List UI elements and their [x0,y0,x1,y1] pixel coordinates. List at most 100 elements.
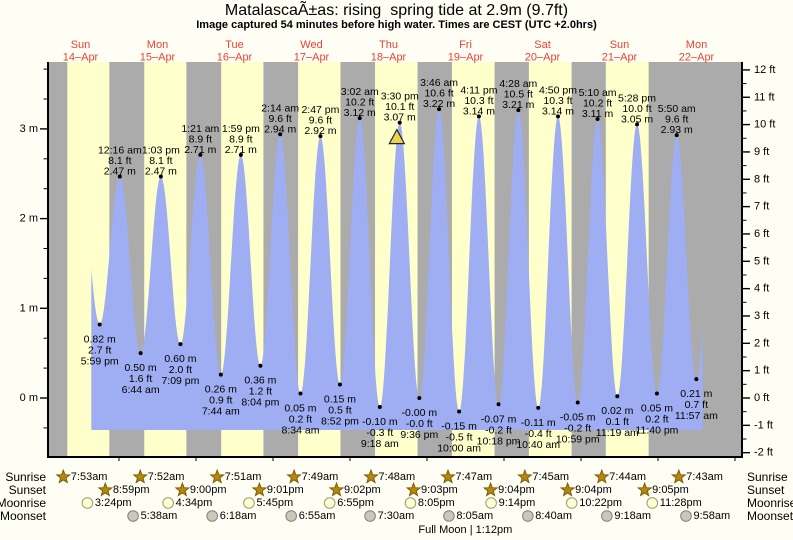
moonset-icon [206,510,219,522]
moonset-icon [680,510,692,522]
tide-extreme-dot [357,116,362,121]
right-axis-tick-label: 8 ft [754,173,769,185]
almanac-row-label-left: Moonset [0,509,47,523]
high-tide-feet: 8.1 ft [149,155,172,167]
almanac-row-label-right: Sunrise [747,470,788,484]
low-tide-feet: 1.2 ft [249,386,272,398]
high-tide-meters: 3.07 m [384,112,416,124]
high-tide-feet: 8.1 ft [108,155,131,167]
low-tide-feet: 2.7 ft [88,344,111,356]
low-tide-feet: 0.5 ft [328,405,351,417]
high-tide-feet: 10.2 ft [345,97,374,109]
tide-extreme-dot [377,404,382,409]
high-tide-time: 2:14 am [261,102,299,114]
current-time-marker [388,128,406,145]
sunrise-icon [209,468,226,484]
moonrise-time: 5:45pm [256,497,293,509]
right-axis-tick-label: 7 ft [754,201,769,213]
high-tide-time: 1:59 pm [222,123,260,135]
moonset-icon [364,510,376,522]
low-tide-time: 10:40 am [516,439,560,451]
right-axis-tick-label: 12 ft [754,64,775,76]
left-axis-tick-label: 3 m [20,123,38,135]
high-tide-feet: 9.6 ft [268,113,291,125]
high-tide-feet: 10.6 ft [424,88,453,100]
high-tide-meters: 2.71 m [184,144,216,156]
tide-extreme-dot [674,133,679,138]
sunrise-time: 7:52am [148,471,185,483]
high-tide-time: 5:28 pm [618,92,656,104]
tide-extreme-dot [615,394,620,399]
left-axis-tick-label: 2 m [20,213,38,225]
low-tide-time: 8:04 pm [241,397,279,409]
tide-extreme-dot [97,322,102,327]
sunrise-icon [286,468,302,484]
tide-extreme-dot [437,107,442,112]
high-tide-feet: 10.3 ft [543,95,572,107]
right-axis-tick-label: 5 ft [754,255,769,267]
low-tide-time: 10:59 pm [556,433,600,445]
tide-curve-area [91,109,703,430]
moonrise-time: 8:05pm [418,497,455,509]
tide-extreme-dot [536,405,541,410]
low-tide-time: 8:34 am [282,425,320,437]
high-tide-time: 4:28 am [499,78,537,90]
day-date-label: 15–Apr [140,52,176,64]
day-name-label: Sun [71,39,91,51]
tide-extreme-dot [117,174,122,179]
low-tide-meters: 0.05 m [284,403,316,415]
sunrise-icon [132,468,149,484]
sunset-icon [636,481,653,497]
high-tide-feet: 10.1 ft [385,101,414,113]
high-tide-feet: 10.2 ft [583,98,612,110]
sunrise-time: 7:53am [71,471,108,483]
high-tide-meters: 3.11 m [582,108,614,120]
almanac-row-label-right: Moonset [747,509,793,523]
tide-extreme-dot [694,377,699,382]
tide-extreme-dot [417,396,422,400]
left-axis-tick-label: 1 m [20,302,38,314]
sunrise-time: 7:45am [532,471,569,483]
right-axis-tick-label: 9 ft [754,146,769,158]
sunset-time: 9:01pm [267,484,304,496]
sunset-icon [405,481,422,497]
low-tide-meters: 0.15 m [324,394,356,406]
chart-title: MatalascaÃ±as: rising spring tide at 2.9… [224,2,569,19]
sunrise-time: 7:44am [609,471,646,483]
sunset-time: 9:00pm [190,484,227,496]
low-tide-feet: 0.2 ft [645,414,668,426]
tide-extreme-dot [318,134,323,139]
low-tide-meters: 0.36 m [244,375,276,387]
day-name-label: Fri [459,39,472,51]
low-tide-meters: -0.15 m [441,420,477,432]
high-tide-meters: 2.47 m [104,165,136,177]
low-tide-feet: -0.2 ft [564,422,591,434]
almanac-row-label-right: Moonrise [747,496,793,510]
tide-extreme-dot [238,152,243,157]
high-tide-time: 1:03 pm [142,144,180,156]
low-tide-time: 9:36 pm [400,429,438,441]
sunrise-time: 7:47am [455,471,492,483]
high-tide-meters: 2.93 m [661,124,693,136]
right-axis-tick-label: -2 ft [754,447,773,459]
high-tide-feet: 8.9 ft [189,133,212,145]
moonrise-time: 4:34pm [176,497,213,509]
left-axis-tick-label: 0 m [20,392,38,404]
high-tide-time: 3:02 am [341,86,379,98]
moonset-icon [285,510,297,522]
moonset-time: 9:18am [614,510,651,522]
almanac-row-label-left: Moonrise [0,496,46,510]
tide-extreme-dot [178,342,183,347]
right-axis-tick-label: 3 ft [754,310,769,322]
low-tide-meters: 0.60 m [164,353,196,365]
moonset-icon [443,510,455,522]
low-tide-meters: 0.05 m [641,403,673,415]
low-tide-feet: 1.6 ft [129,373,152,385]
moon-phase-note: Full Moon | 1:12pm [418,524,512,536]
low-tide-feet: -0.2 ft [485,424,512,436]
right-axis-tick-label: 1 ft [754,365,769,377]
sunset-icon [482,481,499,497]
low-tide-feet: 0.9 ft [209,395,232,407]
high-tide-feet: 9.6 ft [309,115,332,127]
